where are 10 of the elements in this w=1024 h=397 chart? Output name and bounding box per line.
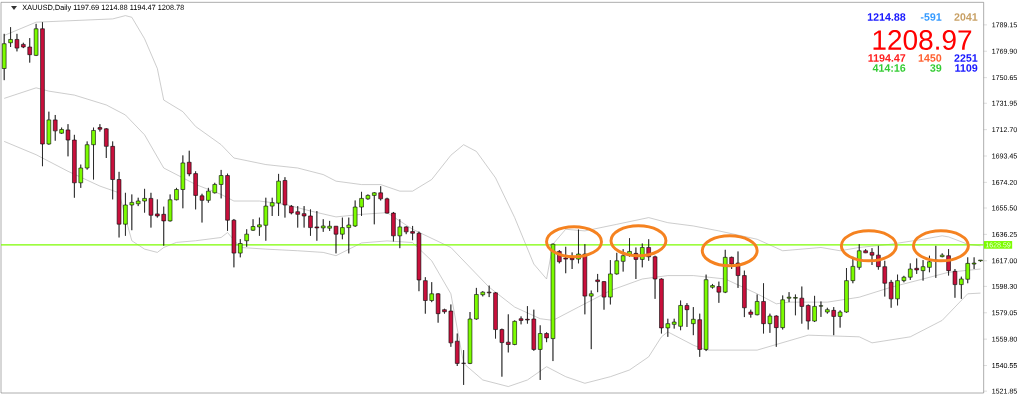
annotation: 1109 <box>955 64 978 72</box>
annotation: 1450 <box>918 54 942 62</box>
annotation: 39 <box>930 64 942 72</box>
annotation: 2251 <box>954 54 978 62</box>
annotation: 1194.47 <box>868 54 906 62</box>
annotation: -591 <box>920 13 942 21</box>
annotation: 2041 <box>954 13 978 21</box>
annotation: 1214.88 <box>867 13 906 21</box>
annotation: 1208.97 <box>873 30 972 50</box>
annotation: 414:16 <box>872 64 906 72</box>
